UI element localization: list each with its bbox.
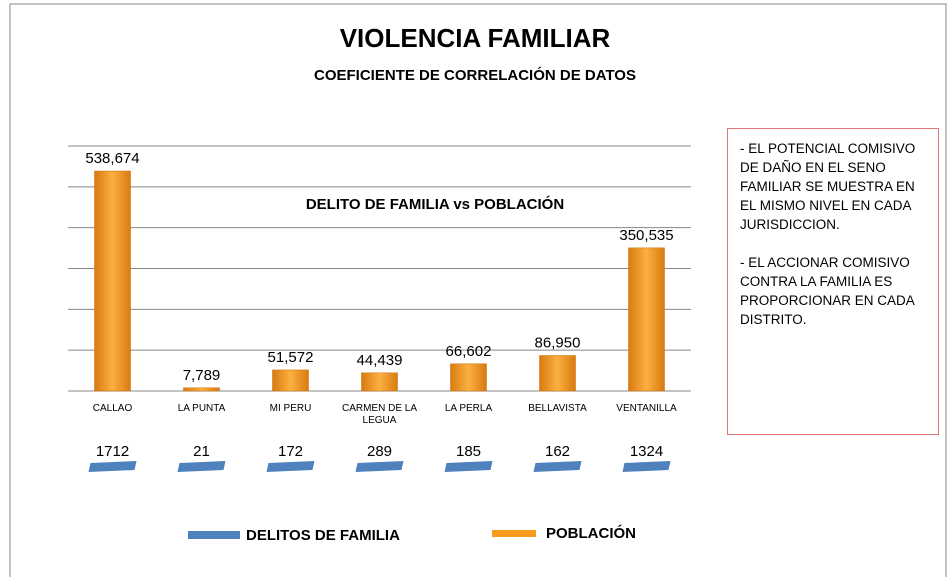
data-label: 86,950 <box>535 334 581 351</box>
data-label: 172 <box>278 443 303 460</box>
bar <box>361 372 398 392</box>
data-label: 21 <box>193 443 210 460</box>
legend-label: DELITOS DE FAMILIA <box>246 527 400 544</box>
bar <box>450 363 487 392</box>
x-tick-label: CALLAO <box>92 403 133 414</box>
chart-subtitle: COEFICIENTE DE CORRELACIÓN DE DATOS <box>314 66 636 84</box>
data-label: 289 <box>367 443 392 460</box>
chart-title: VIOLENCIA FAMILIAR <box>340 23 611 53</box>
x-tick-label: LA PERLA <box>444 403 493 414</box>
bar <box>272 369 309 392</box>
delitos-mark <box>88 461 137 472</box>
legend-swatch <box>492 530 536 537</box>
data-label: 350,535 <box>619 227 673 244</box>
data-label: 1712 <box>96 443 129 460</box>
delitos-mark <box>355 461 404 472</box>
data-label: 538,674 <box>85 150 139 167</box>
legend-swatch <box>188 531 240 539</box>
x-tick-label: VENTANILLA <box>616 403 677 414</box>
bar <box>539 355 576 392</box>
x-tick-label: BELLAVISTA <box>528 403 587 414</box>
annotation: - EL ACCIONAR COMISIVO CONTRA LA FAMILIA… <box>740 255 915 327</box>
data-label: 44,439 <box>357 352 403 369</box>
x-tick-label: CARMEN DE LA LEGUA <box>341 403 417 426</box>
annotation-box: - EL POTENCIAL COMISIVO DE DAÑO EN EL SE… <box>727 128 939 435</box>
frame <box>9 3 947 577</box>
bar <box>628 247 665 392</box>
delitos-mark <box>177 461 226 472</box>
data-label: 162 <box>545 443 570 460</box>
data-label: 7,789 <box>183 367 221 384</box>
delitos-mark <box>266 461 315 472</box>
delitos-mark <box>533 461 582 472</box>
delitos-mark <box>622 461 671 472</box>
delitos-mark <box>444 461 493 472</box>
x-tick-label: LA PUNTA <box>177 403 226 414</box>
data-label: 66,602 <box>446 343 492 360</box>
data-label: 51,572 <box>268 349 314 366</box>
bar <box>94 170 131 392</box>
data-label: 185 <box>456 443 481 460</box>
bar <box>183 387 220 392</box>
x-tick-label: MI PERU <box>269 403 312 414</box>
plot-title: DELITO DE FAMILIA vs POBLACIÓN <box>306 195 564 213</box>
data-label: 1324 <box>630 443 663 460</box>
annotation: - EL POTENCIAL COMISIVO DE DAÑO EN EL SE… <box>740 141 916 232</box>
legend-label: POBLACIÓN <box>546 524 636 542</box>
